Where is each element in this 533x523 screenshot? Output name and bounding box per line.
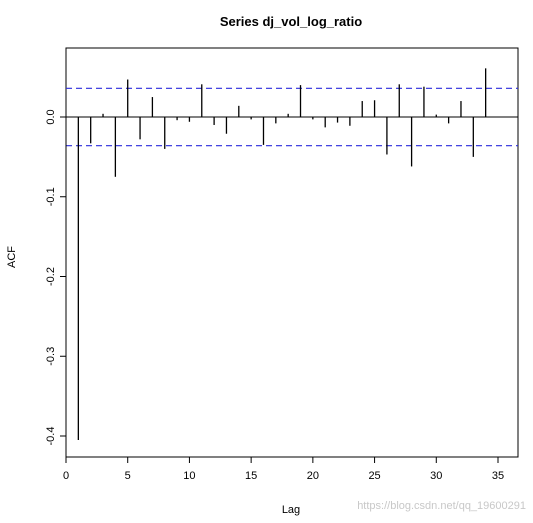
x-tick-label-35: 35 xyxy=(492,470,504,482)
x-tick-label-0: 0 xyxy=(63,470,69,482)
x-tick-label-25: 25 xyxy=(368,470,380,482)
chart-title: Series dj_vol_log_ratio xyxy=(220,14,362,29)
y-tick-label-3: -0.1 xyxy=(45,187,57,206)
x-tick-label-5: 5 xyxy=(125,470,131,482)
x-tick-label-20: 20 xyxy=(307,470,319,482)
plot-frame xyxy=(65,47,519,458)
watermark-text: https://blog.csdn.net/qq_19600291 xyxy=(357,500,526,512)
acf-bars xyxy=(77,68,487,440)
y-tick-label-2: -0.2 xyxy=(45,267,57,286)
confidence-bounds xyxy=(66,87,518,147)
x-tick-label-10: 10 xyxy=(183,470,195,482)
x-axis: 0 5 10 15 20 25 30 35 xyxy=(63,456,504,482)
y-axis-title: ACF xyxy=(6,246,18,268)
y-tick-label-1: -0.3 xyxy=(45,347,57,366)
y-tick-label-4: 0.0 xyxy=(45,109,57,124)
y-axis: -0.4 -0.3 -0.2 -0.1 0.0 xyxy=(45,109,67,446)
x-tick-label-15: 15 xyxy=(245,470,257,482)
x-axis-title: Lag xyxy=(282,504,300,516)
x-tick-label-30: 30 xyxy=(430,470,442,482)
y-tick-label-0: -0.4 xyxy=(45,427,57,446)
